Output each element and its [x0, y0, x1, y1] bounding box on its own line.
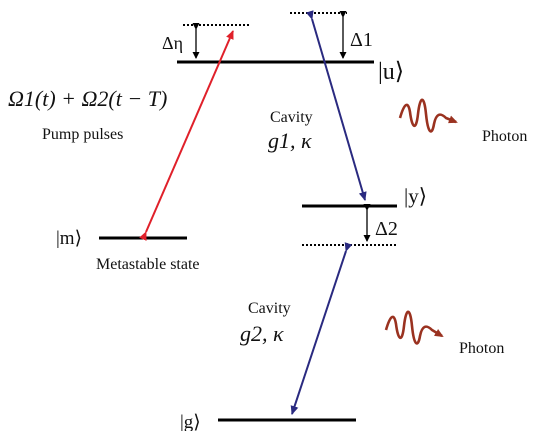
pump-transition-arrow [139, 30, 234, 241]
cavity-2-transition-arrow [290, 242, 353, 415]
cavity-1-label: Cavity [270, 109, 313, 126]
detuning-1-label: Δ1 [350, 29, 373, 51]
detuning-2-label: Δ2 [375, 218, 398, 240]
photon-2-label: Photon [459, 340, 504, 357]
state-label-m: |m⟩ [56, 228, 82, 249]
state-label-g: |g⟩ [180, 412, 201, 431]
pump-label: Pump pulses [42, 126, 123, 143]
photon-2-icon [384, 310, 444, 345]
cavity-2-label: Cavity [248, 300, 291, 317]
photon-1-label: Photon [482, 128, 527, 145]
state-label-u: |u⟩ [378, 59, 404, 85]
detuning-eta-label: Δη [162, 33, 183, 53]
cavity-2-params: g2, κ [240, 321, 284, 346]
state-label-y: |y⟩ [404, 184, 427, 208]
pump-formula: Ω1(t) + Ω2(t − T) [8, 86, 167, 111]
photon-1-icon [398, 98, 458, 133]
cavity-1-transition-arrow [305, 10, 367, 201]
metastable-state-label: Metastable state [96, 256, 200, 273]
cavity-1-params: g1, κ [268, 128, 312, 153]
